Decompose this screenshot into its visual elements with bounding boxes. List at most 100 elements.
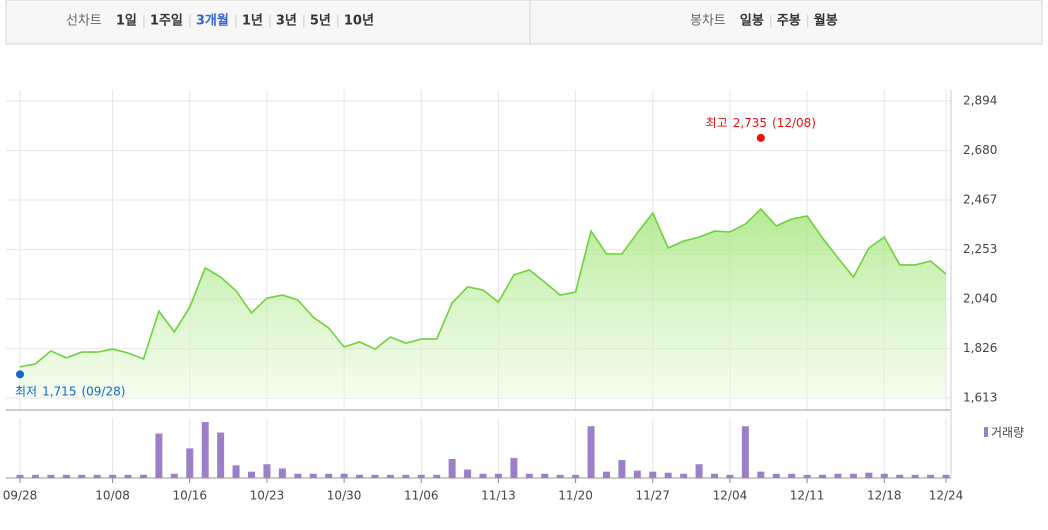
x-tick-label: 10/23 — [250, 489, 285, 503]
volume-bar — [464, 469, 472, 478]
low-value_label: 1,715 — [42, 384, 76, 398]
volume-bar — [170, 473, 178, 478]
tab-option[interactable]: 1주일 — [150, 14, 183, 29]
volume-bar — [402, 474, 410, 478]
volume-bar — [772, 473, 780, 478]
volume-bar — [217, 432, 225, 478]
volume-bar — [78, 474, 86, 478]
x-tick-label: 12/24 — [929, 489, 964, 503]
low-date: (09/28) — [81, 384, 125, 398]
x-tick-label: 12/11 — [790, 489, 825, 503]
volume-bar — [834, 473, 842, 478]
volume-bar — [417, 474, 425, 478]
volume-bar — [927, 474, 935, 478]
tab-option[interactable]: 10년 — [344, 14, 374, 29]
volume-bar — [572, 474, 580, 478]
tab-label: 선차트 — [66, 14, 102, 29]
tab-option[interactable]: 1일 — [116, 14, 137, 29]
volume-bar — [340, 473, 348, 478]
x-tick-label: 09/28 — [3, 489, 38, 503]
volume-bar — [356, 474, 364, 478]
tab-option[interactable]: 월봉 — [814, 13, 838, 29]
low-label: 최저 — [15, 384, 37, 398]
volume-bar — [309, 473, 317, 478]
volume-bar — [680, 473, 688, 478]
x-tick-label: 10/30 — [327, 489, 362, 503]
x-tick-label: 11/13 — [481, 489, 516, 503]
high-marker — [756, 133, 765, 142]
tab-option[interactable]: 3년 — [276, 14, 297, 29]
price-line — [19, 207, 947, 368]
volume-bar — [371, 474, 379, 478]
volume-bar — [494, 473, 502, 478]
x-tick-label: 10/08 — [95, 489, 130, 503]
volume-bar — [124, 474, 132, 478]
volume-bar — [695, 464, 703, 478]
volume-bar — [649, 471, 657, 478]
volume-bar — [109, 474, 117, 478]
volume-bar — [186, 448, 194, 478]
volume-bar — [726, 474, 734, 478]
y-tick-label: 2,253 — [963, 242, 997, 256]
high-label: 최고 2,735 (12/08) — [706, 115, 816, 129]
volume-bar — [525, 473, 533, 478]
y-tick-label: 2,680 — [963, 143, 997, 157]
volume-bar — [664, 472, 672, 478]
tab-bar — [5, 0, 1043, 45]
volume-bar — [16, 474, 24, 478]
volume-bar — [741, 426, 749, 478]
legend-swatch — [984, 427, 988, 437]
volume-bar — [849, 473, 857, 478]
x-tick-label: 12/04 — [713, 489, 748, 503]
area — [20, 209, 946, 398]
volume-bar — [263, 464, 271, 478]
plot: 1,613 1,826 2,040 2,253 2,467 2,680 2,894 09/28… — [3, 90, 1024, 503]
tab-option[interactable]: 1년 — [242, 14, 263, 29]
tab-option[interactable]: 주봉 — [777, 14, 801, 29]
volume-bar — [448, 458, 456, 478]
y-tick-label: 1,613 — [963, 391, 997, 405]
volume-bar — [248, 471, 255, 478]
volume-bar — [31, 474, 39, 478]
tabs: 선차트 1일 1주일 3개월 1년 3년 5년 10년 봉차트 일봉 주봉 월봉 — [66, 13, 838, 29]
volume-bar — [541, 473, 549, 478]
volume-bar — [201, 422, 209, 478]
low-label: 최저 1,715 (09/28) — [15, 384, 125, 398]
volume-bar — [556, 474, 564, 478]
volume-bar — [433, 474, 441, 478]
volume-bar — [602, 471, 610, 478]
volume-bar — [587, 426, 595, 478]
x-tick-label: 11/06 — [404, 489, 439, 503]
volume-bar — [479, 473, 487, 478]
volume-bar — [757, 471, 765, 478]
volume-bar — [510, 457, 518, 478]
y-tick-label: 2,040 — [963, 292, 997, 306]
volume-bar — [911, 474, 919, 478]
tab-option[interactable]: 일봉 — [740, 14, 764, 29]
volume-bar — [803, 474, 811, 478]
volume-bar — [155, 433, 163, 478]
tab-option[interactable]: 3개월 — [196, 13, 229, 29]
volume-bar — [788, 473, 796, 478]
high-date: (12/08) — [772, 115, 816, 129]
y-tick-label: 2,894 — [963, 94, 997, 108]
volume-bar — [633, 470, 641, 478]
tab-label: 봉차트 — [690, 14, 726, 29]
volume-bar — [232, 465, 240, 478]
volume-bar — [62, 474, 70, 478]
tab-option[interactable]: 5년 — [310, 14, 331, 29]
high-label: 최고 — [706, 115, 728, 129]
volume-bar — [47, 474, 55, 478]
volume-bar — [386, 474, 394, 478]
x-tick-label: 12/18 — [867, 489, 902, 503]
volume-bar — [711, 473, 718, 478]
volume-bar — [942, 474, 950, 478]
x-tick-label: 11/27 — [635, 489, 670, 503]
volume-bar — [93, 474, 101, 478]
x-tick-label: 10/16 — [172, 489, 207, 503]
volume-bar — [819, 474, 827, 478]
volume-bar — [618, 460, 626, 478]
volume-bar — [325, 473, 333, 478]
